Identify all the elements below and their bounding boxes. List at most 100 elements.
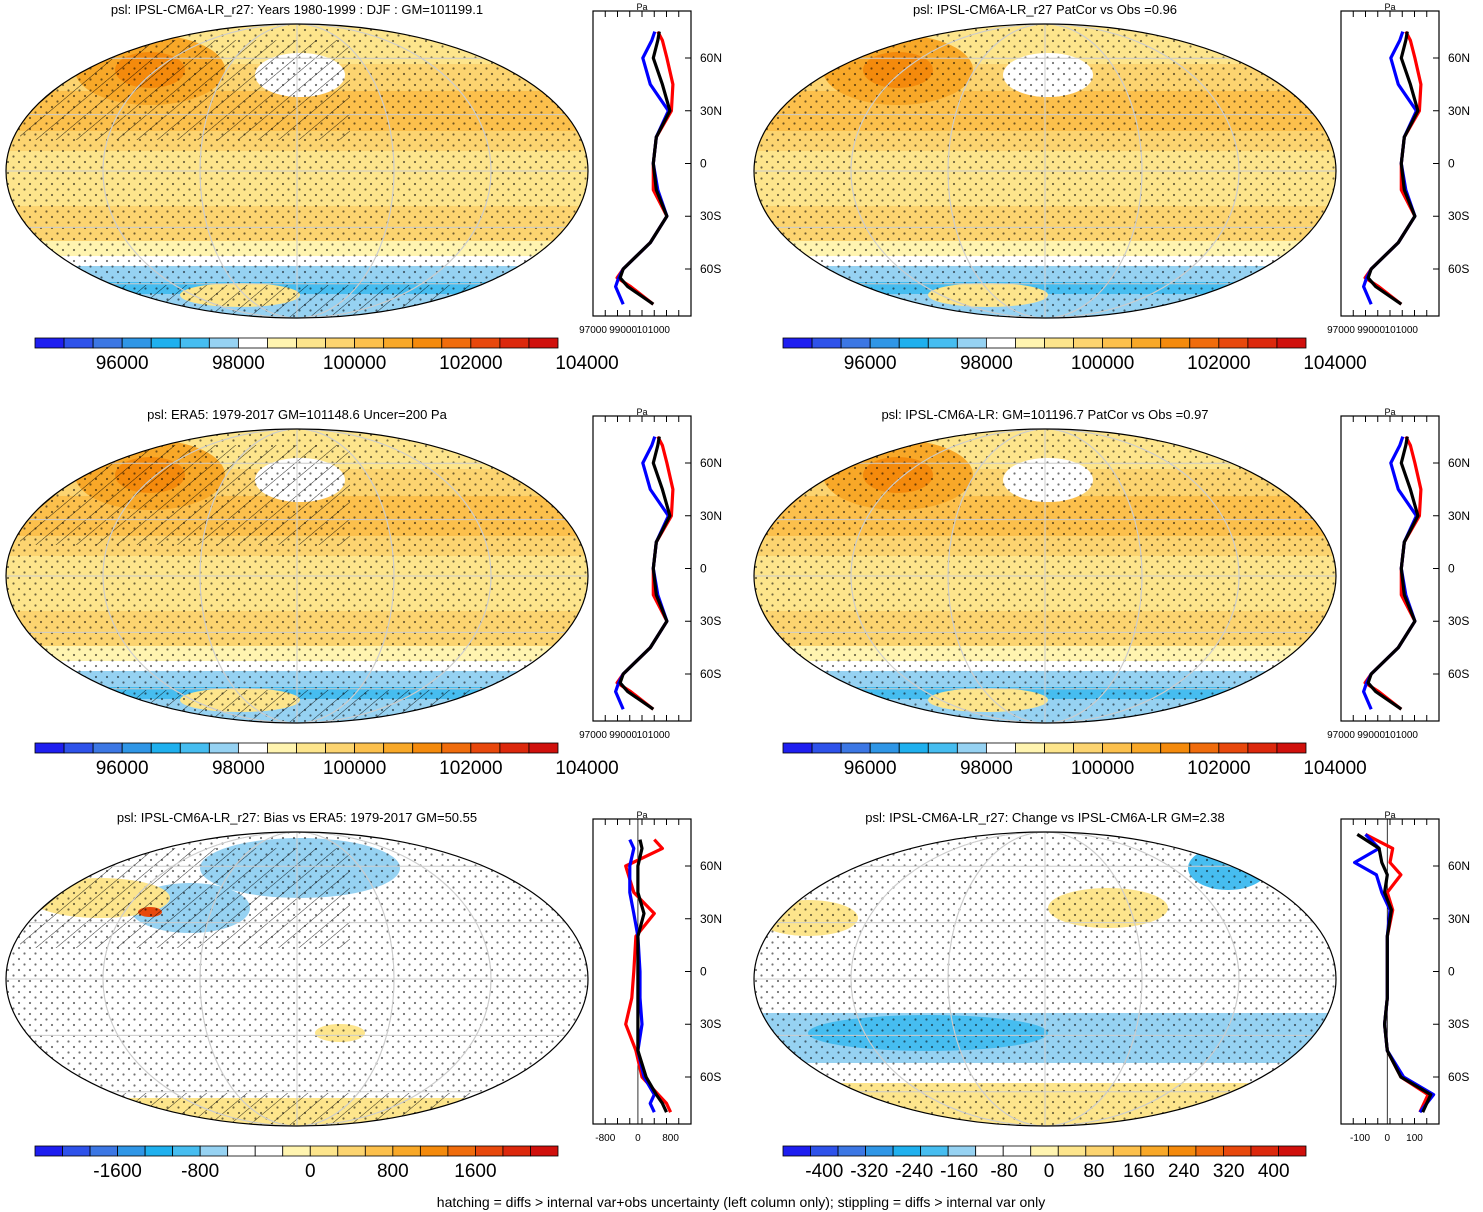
field-bias-peak (446, 835, 474, 851)
profile-line-obs (1362, 436, 1418, 710)
colorbar-swatch (337, 1145, 366, 1157)
colorbar-swatch (441, 337, 472, 349)
colorbar-swatch (296, 337, 326, 349)
profile-line-mmm (1366, 436, 1420, 711)
colorbar-label: 98000 (212, 353, 265, 374)
colorbar-label: -240 (895, 1161, 933, 1182)
colorbar-swatch (63, 337, 94, 349)
profile-lat-label: 0 (700, 562, 707, 576)
colorbar-swatch (1057, 1145, 1087, 1157)
colorbar-swatch (502, 1145, 531, 1157)
colorbar-swatch (1160, 337, 1191, 349)
colorbar-swatch (1276, 742, 1307, 754)
colorbar-label: 100000 (323, 758, 386, 779)
profile-x-label: 101000 (1385, 730, 1419, 741)
colorbar-swatch (782, 337, 813, 349)
colorbar-swatch (499, 337, 530, 349)
map-outline (5, 831, 589, 1127)
panel-5: psl: IPSL-CM6A-LR_r27: Bias vs ERA5: 197… (5, 810, 722, 1182)
colorbar-swatch (392, 1145, 421, 1157)
colorbar-label: 102000 (439, 758, 502, 779)
colorbar-swatch (499, 742, 530, 754)
colorbar: 96000 98000 100000 102000 104000 (782, 742, 1367, 779)
hatching (20, 848, 350, 948)
profile-line-model (624, 838, 673, 1113)
colorbar-label: 320 (1213, 1161, 1245, 1182)
colorbar-swatch (1030, 1145, 1059, 1157)
colorbar-swatch (898, 337, 929, 349)
colorbar-label: -80 (990, 1161, 1017, 1182)
profile-lat-label: 60N (1448, 859, 1470, 873)
profile-x-label: 97000 (1327, 325, 1355, 336)
colorbar-swatch (475, 1145, 504, 1157)
colorbar-swatch (1223, 1145, 1252, 1157)
profile-panel: Pa 60N 30N 0 30S 60S -800 0 800 (592, 810, 722, 1144)
colorbar-label: 96000 (96, 758, 149, 779)
profile-lat-label: 30N (1448, 912, 1470, 926)
colorbar-swatch (208, 337, 239, 349)
colorbar-label: 80 (1083, 1161, 1104, 1182)
colorbar-label: 100000 (323, 353, 386, 374)
profile-panel: Pa 60N 30N 0 30S 60S 97000 99000 101000 (1327, 2, 1470, 336)
stippling (754, 24, 1336, 318)
profile-line-mmm (618, 436, 672, 711)
stippling (754, 832, 1336, 1126)
colorbar-swatch (121, 337, 152, 349)
profile-line-model (1363, 435, 1423, 711)
colorbar-swatch (447, 1145, 476, 1157)
colorbar-swatch (985, 337, 1016, 349)
map (754, 24, 1336, 318)
profile-x-label: 99000 (609, 325, 637, 336)
colorbar-swatch (1131, 742, 1162, 754)
profile-lat-label: 0 (700, 965, 707, 979)
colorbar-swatch (383, 742, 414, 754)
colorbar-swatch (227, 1145, 256, 1157)
profile-line-obs (1362, 31, 1418, 305)
profile-unit: Pa (1384, 407, 1395, 417)
profile-panel: Pa 60N 30N 0 30S 60S -100 0 100 (1340, 810, 1470, 1144)
map-outline (753, 831, 1337, 1127)
colorbar-swatch (1002, 1145, 1032, 1157)
profile-line-mmm (1366, 31, 1420, 306)
profile-x-label: 800 (662, 1133, 679, 1144)
colorbar-label: 102000 (1187, 353, 1250, 374)
colorbar-swatch (865, 1145, 894, 1157)
colorbar-swatch (840, 337, 871, 349)
colorbar-swatch (1044, 337, 1074, 349)
colorbar-swatch (282, 1145, 311, 1157)
colorbar-swatch (811, 337, 842, 349)
colorbar-label: -400 (805, 1161, 843, 1182)
colorbar-swatch (892, 1145, 922, 1157)
profile-lat-label: 60S (1448, 1070, 1469, 1084)
colorbar-swatch (1131, 337, 1162, 349)
colorbar-swatch (1195, 1145, 1224, 1157)
field-high-greenland (427, 24, 483, 42)
profile-lat-label: 30N (700, 912, 722, 926)
colorbar-swatch (1247, 337, 1278, 349)
profile-line-mmm (1356, 833, 1433, 1113)
colorbar-swatch (975, 1145, 1004, 1157)
colorbar-swatch (1015, 742, 1045, 754)
hatching (20, 40, 350, 140)
colorbar-swatch (1250, 1145, 1279, 1157)
profile-lat-label: 60S (1448, 667, 1469, 681)
map-title: psl: IPSL-CM6A-LR_r27: Bias vs ERA5: 197… (117, 810, 477, 825)
profile-lat-label: 60S (700, 667, 721, 681)
profile-lat-label: 30N (1448, 104, 1470, 118)
colorbar-swatch (1218, 742, 1249, 754)
colorbar-swatch (956, 337, 987, 349)
colorbar-label: 104000 (555, 353, 618, 374)
colorbar-label: 0 (305, 1161, 316, 1182)
map (754, 832, 1336, 1126)
colorbar: -400 -320 -240 -160 -80 0 80 160 240 320 400 (782, 1145, 1307, 1182)
profile-lat-label: 0 (1448, 562, 1455, 576)
colorbar-swatch (1073, 337, 1104, 349)
panel-2: psl: IPSL-CM6A-LR_r27 PatCor vs Obs =0.9… (753, 2, 1470, 374)
profile-lat-label: 0 (700, 157, 707, 171)
colorbar-label: -320 (850, 1161, 888, 1182)
map (6, 832, 588, 1126)
colorbar-swatch (1044, 742, 1074, 754)
colorbar-swatch (254, 1145, 284, 1157)
profile-lat-label: 30S (1448, 1017, 1469, 1031)
colorbar-swatch (364, 1145, 394, 1157)
